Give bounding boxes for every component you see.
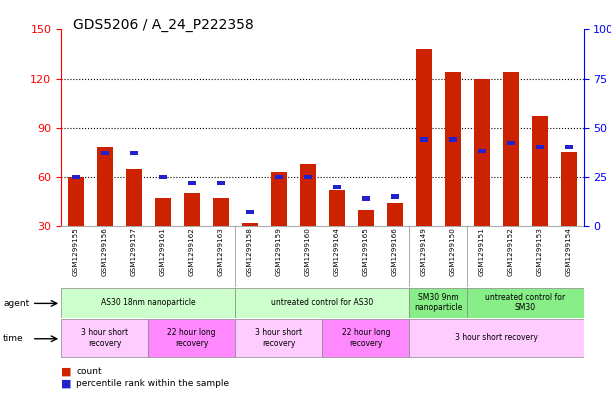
Text: GSM1299166: GSM1299166 — [392, 227, 398, 276]
Bar — [130, 151, 137, 155]
Bar — [61, 288, 235, 318]
Bar — [445, 72, 461, 275]
Text: GSM1299156: GSM1299156 — [101, 227, 108, 276]
Bar — [507, 141, 515, 145]
Text: untreated control for AS30: untreated control for AS30 — [271, 298, 373, 307]
Text: ■: ■ — [61, 378, 71, 388]
Bar — [97, 147, 112, 275]
Bar — [536, 145, 544, 149]
Text: GSM1299158: GSM1299158 — [247, 227, 253, 276]
Text: GSM1299160: GSM1299160 — [305, 227, 311, 276]
Text: GSM1299154: GSM1299154 — [566, 227, 572, 276]
Text: 3 hour short
recovery: 3 hour short recovery — [255, 328, 302, 348]
Text: GSM1299151: GSM1299151 — [479, 227, 485, 276]
Text: GSM1299162: GSM1299162 — [189, 227, 195, 276]
Bar — [159, 175, 167, 179]
Bar — [71, 175, 79, 179]
Bar — [188, 181, 196, 185]
Text: GSM1299159: GSM1299159 — [276, 227, 282, 276]
Text: GSM1299165: GSM1299165 — [363, 227, 369, 276]
Bar — [300, 164, 316, 275]
Text: agent: agent — [3, 299, 29, 308]
Text: ■: ■ — [61, 366, 71, 376]
Bar — [420, 138, 428, 141]
Text: GSM1299149: GSM1299149 — [421, 227, 427, 276]
Bar — [148, 319, 235, 357]
Bar — [155, 198, 170, 275]
Text: 3 hour short
recovery: 3 hour short recovery — [81, 328, 128, 348]
Bar — [416, 49, 432, 275]
Text: 22 hour long
recovery: 22 hour long recovery — [342, 328, 390, 348]
Bar — [565, 145, 573, 149]
Text: GDS5206 / A_24_P222358: GDS5206 / A_24_P222358 — [73, 18, 254, 32]
Bar — [304, 175, 312, 179]
Bar — [391, 195, 399, 198]
Bar — [532, 116, 548, 275]
Text: percentile rank within the sample: percentile rank within the sample — [76, 379, 230, 387]
Bar — [409, 319, 584, 357]
Text: untreated control for
SM30: untreated control for SM30 — [485, 293, 566, 312]
Text: 3 hour short recovery: 3 hour short recovery — [455, 334, 538, 342]
Bar — [101, 151, 109, 155]
Bar — [235, 319, 323, 357]
Bar — [235, 288, 409, 318]
Text: GSM1299163: GSM1299163 — [218, 227, 224, 276]
Bar — [68, 177, 84, 275]
Bar — [246, 210, 254, 214]
Bar — [561, 152, 577, 275]
Text: GSM1299164: GSM1299164 — [334, 227, 340, 276]
Bar — [358, 209, 374, 275]
Bar — [126, 169, 142, 275]
Bar — [409, 288, 467, 318]
Text: GSM1299150: GSM1299150 — [450, 227, 456, 276]
Text: SM30 9nm
nanoparticle: SM30 9nm nanoparticle — [414, 293, 463, 312]
Bar — [61, 319, 148, 357]
Text: 22 hour long
recovery: 22 hour long recovery — [167, 328, 216, 348]
Bar — [333, 185, 341, 189]
Text: AS30 18nm nanoparticle: AS30 18nm nanoparticle — [101, 298, 196, 307]
Bar — [323, 319, 409, 357]
Bar — [275, 175, 283, 179]
Text: GSM1299157: GSM1299157 — [131, 227, 137, 276]
Text: GSM1299161: GSM1299161 — [159, 227, 166, 276]
Text: count: count — [76, 367, 102, 376]
Bar — [242, 223, 258, 275]
Bar — [478, 149, 486, 153]
Bar — [271, 172, 287, 275]
Bar — [217, 181, 225, 185]
Bar — [474, 79, 490, 275]
Bar — [503, 72, 519, 275]
Text: GSM1299152: GSM1299152 — [508, 227, 514, 276]
Bar — [467, 288, 584, 318]
Bar — [449, 138, 457, 141]
Bar — [329, 190, 345, 275]
Bar — [213, 198, 229, 275]
Bar — [362, 196, 370, 200]
Text: GSM1299153: GSM1299153 — [537, 227, 543, 276]
Text: GSM1299155: GSM1299155 — [73, 227, 79, 276]
Text: time: time — [3, 334, 24, 343]
Bar — [184, 193, 200, 275]
Bar — [387, 203, 403, 275]
